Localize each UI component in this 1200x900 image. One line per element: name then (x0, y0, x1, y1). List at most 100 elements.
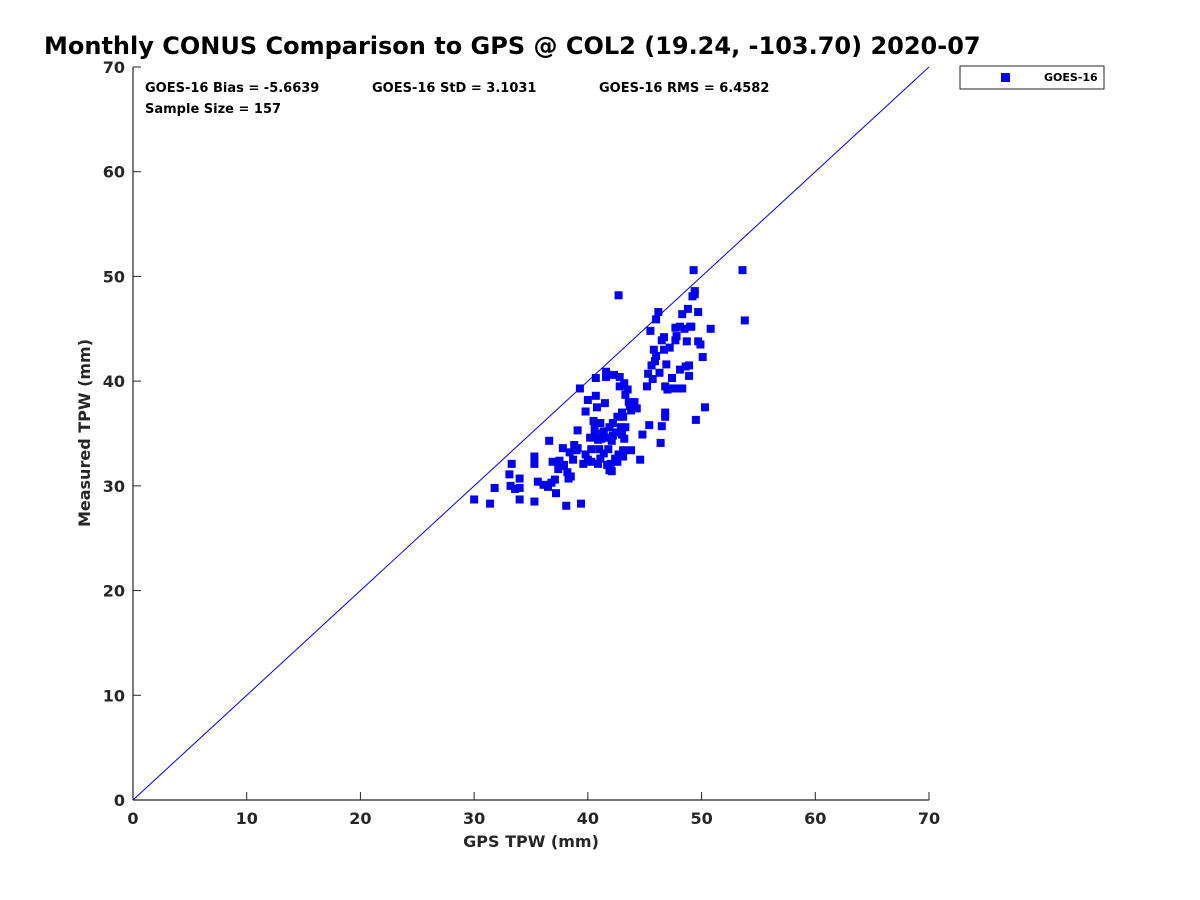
x-axis-label: GPS TPW (mm) (463, 832, 599, 851)
data-point (544, 482, 553, 491)
x-tick-label: 50 (690, 809, 712, 828)
data-point (505, 470, 514, 479)
y-tick-label: 40 (103, 372, 125, 391)
data-point (533, 477, 542, 486)
data-point (607, 467, 616, 476)
sample-size-stat: Sample Size = 157 (145, 102, 281, 117)
data-point (615, 372, 624, 381)
data-point (675, 322, 684, 331)
data-point (617, 430, 626, 439)
data-point (530, 452, 539, 461)
legend-label: GOES-16 (1044, 71, 1098, 84)
data-point (642, 382, 651, 391)
data-point (657, 422, 666, 431)
x-tick-label: 60 (804, 809, 826, 828)
data-point (602, 372, 611, 381)
data-point (599, 449, 608, 458)
data-point (573, 426, 582, 435)
data-point (668, 374, 677, 383)
data-point (665, 343, 674, 352)
data-point (554, 465, 563, 474)
data-point (490, 483, 499, 492)
data-point (592, 403, 601, 412)
data-point (596, 419, 605, 428)
legend-box (959, 65, 1105, 90)
data-point (680, 324, 689, 333)
data-point (620, 434, 629, 443)
data-point (682, 337, 691, 346)
x-tick-label: 70 (918, 809, 940, 828)
data-point (627, 446, 636, 455)
data-point (587, 457, 596, 466)
data-point (614, 450, 623, 459)
data-point (673, 384, 682, 393)
y-axis-ticks: 0 10 20 30 40 50 60 70 (103, 58, 141, 810)
data-point (552, 489, 561, 498)
data-point (647, 361, 656, 370)
data-point (675, 365, 684, 374)
y-tick-label: 0 (114, 791, 125, 810)
data-point (515, 495, 524, 504)
data-point (683, 304, 692, 313)
data-point (645, 421, 654, 430)
data-point (608, 431, 617, 440)
data-point (740, 316, 749, 325)
std-stat: GOES-16 StD = 3.1031 (372, 81, 536, 96)
rms-stat: GOES-16 RMS = 6.4582 (599, 81, 769, 96)
data-point (602, 367, 611, 376)
data-point (621, 390, 630, 399)
data-point (738, 266, 747, 275)
data-point (575, 384, 584, 393)
data-point (652, 352, 661, 361)
data-point (562, 501, 571, 510)
data-point (515, 483, 524, 492)
data-point (630, 398, 639, 407)
y-axis-label: Measured TPW (mm) (75, 339, 94, 527)
data-point (548, 457, 557, 466)
data-point (530, 459, 539, 468)
data-point (591, 374, 600, 383)
data-point (559, 460, 568, 469)
data-point (636, 455, 645, 464)
data-point (596, 454, 605, 463)
data-point (581, 407, 590, 416)
data-point (470, 495, 479, 504)
data-point (615, 382, 624, 391)
data-point (654, 308, 663, 317)
data-point (586, 433, 595, 442)
data-point (604, 445, 613, 454)
data-point (605, 423, 614, 432)
data-point (589, 416, 598, 425)
data-point (671, 336, 680, 345)
legend: GOES-16 (959, 65, 1105, 90)
data-point (515, 474, 524, 483)
data-point (599, 427, 608, 436)
data-point (606, 459, 615, 468)
data-point (663, 385, 672, 394)
data-point (587, 445, 596, 454)
y-tick-label: 30 (103, 477, 125, 496)
data-point (644, 369, 653, 378)
data-point (698, 353, 707, 362)
x-axis-ticks: 0 10 20 30 40 50 60 70 (127, 792, 940, 828)
data-point (565, 448, 574, 457)
data-point (613, 457, 622, 466)
data-point (661, 412, 670, 421)
data-point (623, 385, 632, 394)
data-point (661, 408, 670, 417)
data-point (600, 399, 609, 408)
data-point (570, 441, 579, 450)
data-point (616, 423, 625, 432)
data-point (486, 499, 495, 508)
data-points (470, 266, 749, 510)
data-point (648, 375, 657, 384)
y-tick-label: 60 (103, 163, 125, 182)
data-point (614, 291, 623, 300)
data-point (685, 371, 694, 380)
data-point (671, 323, 680, 332)
data-point (597, 434, 606, 443)
data-point (691, 415, 700, 424)
data-point (595, 445, 604, 454)
x-tick-label: 20 (349, 809, 371, 828)
data-point (696, 340, 705, 349)
